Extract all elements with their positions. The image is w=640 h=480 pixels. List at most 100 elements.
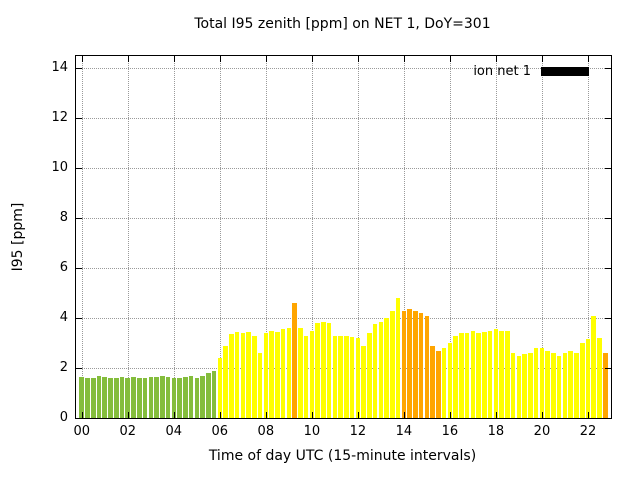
bar <box>378 321 384 418</box>
x-gridline <box>449 56 451 418</box>
bar <box>171 378 177 418</box>
bar <box>102 376 108 418</box>
chart-title: Total I95 zenith [ppm] on NET 1, DoY=301 <box>194 16 491 32</box>
bar <box>321 321 326 418</box>
bar <box>119 376 125 418</box>
y-tick-mark <box>605 168 611 170</box>
y-tick-mark <box>605 318 611 320</box>
bar <box>361 345 366 418</box>
bar <box>459 333 464 418</box>
x-tick-label: 22 <box>579 424 597 439</box>
y-tick-label: 12 <box>51 110 68 126</box>
bar <box>275 331 280 418</box>
bar <box>188 375 194 418</box>
bar <box>367 333 372 418</box>
bar <box>436 350 441 418</box>
bar <box>470 330 476 418</box>
bar <box>326 323 332 418</box>
x-tick-mark <box>587 412 589 418</box>
x-tick-mark <box>587 56 589 62</box>
x-gridline <box>587 56 589 418</box>
x-axis-label: Time of day UTC (15-minute intervals) <box>208 448 477 464</box>
bar <box>217 358 223 418</box>
y-tick-mark <box>76 368 82 370</box>
bar <box>338 335 343 418</box>
bar <box>384 318 389 418</box>
bar <box>252 335 257 418</box>
bar <box>476 333 481 418</box>
bar <box>148 376 154 418</box>
bar <box>528 353 533 418</box>
x-tick-mark <box>357 412 359 418</box>
bar <box>298 328 303 418</box>
x-tick-mark <box>495 56 497 62</box>
bar <box>177 378 182 418</box>
bar <box>493 329 499 418</box>
bar <box>453 335 458 418</box>
y-gridline <box>76 218 611 220</box>
bar <box>257 353 263 418</box>
x-tick-mark <box>449 56 451 62</box>
x-gridline <box>265 56 267 418</box>
x-tick-mark <box>81 56 83 62</box>
bar <box>332 335 338 418</box>
x-tick-mark <box>265 56 267 62</box>
plot-area: I95 [ppm] ion net 1 0 2 4 6 8 10 12 14 00 02 04 06 0… <box>10 55 612 439</box>
bar <box>137 378 142 418</box>
bar <box>533 348 539 418</box>
bar <box>574 353 579 418</box>
bar <box>562 353 568 418</box>
x-tick-mark <box>173 412 175 418</box>
bar <box>516 355 522 418</box>
x-gridline <box>403 56 405 418</box>
y-tick-label: 0 <box>59 410 68 425</box>
y-tick-mark <box>605 268 611 270</box>
bar <box>303 335 309 418</box>
y-tick-mark <box>76 418 82 419</box>
y-gridline <box>76 68 611 70</box>
bar <box>85 378 90 418</box>
x-tick-label: 10 <box>303 424 321 439</box>
bar <box>108 378 113 418</box>
y-axis-label: I95 [ppm] <box>10 202 26 272</box>
y-tick-label: 6 <box>59 260 68 276</box>
x-gridline <box>357 56 359 418</box>
bar <box>113 378 119 418</box>
x-tick-mark <box>311 412 313 418</box>
y-gridline <box>76 318 611 320</box>
x-tick-label: 12 <box>349 424 367 439</box>
bar <box>292 303 297 418</box>
bar <box>131 376 136 418</box>
bar <box>165 376 171 418</box>
x-tick-mark <box>357 56 359 62</box>
x-tick-mark <box>219 56 221 62</box>
bar <box>229 334 234 418</box>
bar <box>441 348 447 418</box>
bar <box>418 313 424 418</box>
bar <box>551 353 556 418</box>
bar <box>401 310 407 418</box>
bar <box>263 333 269 418</box>
legend: ion net 1 <box>473 64 589 79</box>
bar <box>585 339 591 418</box>
x-tick-mark <box>449 412 451 418</box>
bar <box>125 378 131 418</box>
legend-entry-label: ion net 1 <box>473 64 531 79</box>
bar <box>183 376 188 418</box>
bar <box>464 333 470 418</box>
x-tick-label: 20 <box>533 424 551 439</box>
y-tick-mark <box>605 418 611 419</box>
bar <box>309 330 315 418</box>
y-tick-label: 4 <box>59 310 68 326</box>
bar <box>344 335 349 418</box>
bar <box>579 343 585 418</box>
bar <box>424 315 430 418</box>
bar <box>505 330 510 418</box>
bar <box>539 348 545 418</box>
y-tick-mark <box>76 218 82 220</box>
bar <box>355 338 361 418</box>
bar <box>160 375 165 418</box>
x-tick-label: 14 <box>395 424 413 439</box>
x-tick-label: 16 <box>441 424 459 439</box>
x-tick-label: 02 <box>119 424 137 439</box>
